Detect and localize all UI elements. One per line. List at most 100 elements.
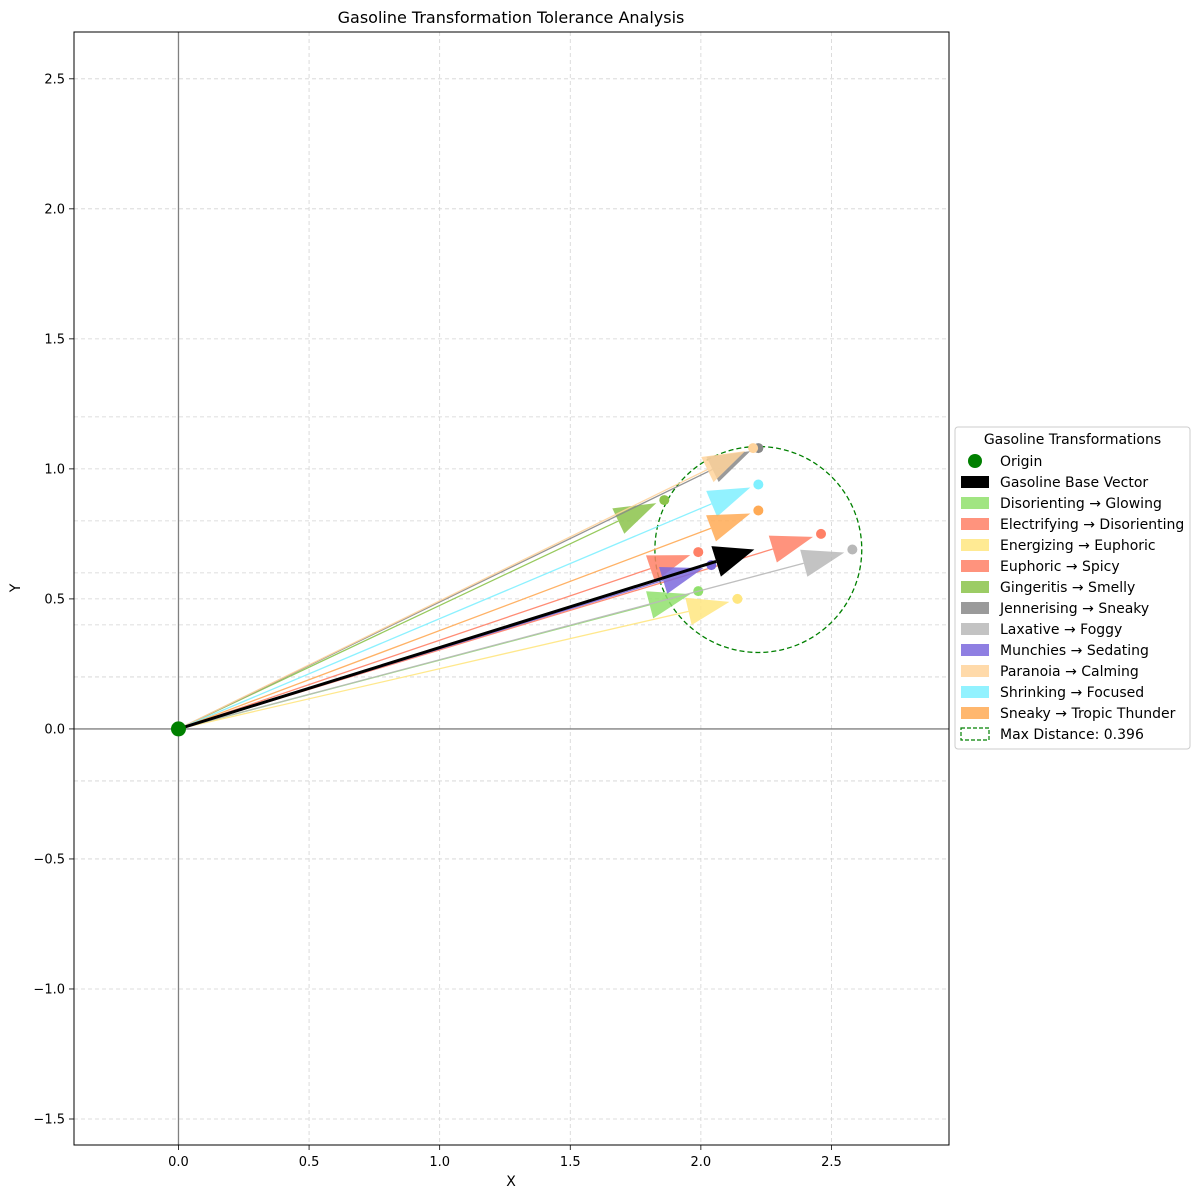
legend-entry-9: Laxative → Foggy (961, 622, 1122, 638)
legend-entry-11-label: Paranoia → Calming (1000, 664, 1139, 680)
origin-point (170, 721, 186, 737)
transformation-1-arrow-head (646, 591, 691, 619)
transformation-10-endpoint (753, 479, 764, 490)
legend-entry-10-label: Munchies → Sedating (1000, 643, 1149, 659)
legend-entry-5-swatch (961, 539, 989, 551)
legend: Gasoline Transformations Origin Gasoline B… (954, 426, 1191, 750)
transformation-11-endpoint (753, 505, 764, 516)
y-axis-label: Y (8, 583, 24, 593)
legend-entry-12-swatch (961, 686, 989, 698)
legend-entry-13-label: Sneaky → Tropic Thunder (1000, 706, 1176, 722)
legend-entry-13-swatch (961, 707, 989, 719)
y-tick-label: 1.0 (44, 462, 65, 477)
x-axis-label: X (506, 1174, 516, 1190)
legend-box (954, 426, 1191, 750)
transformation-10-arrow (178, 487, 751, 730)
legend-entry-14-swatch (960, 727, 990, 741)
transformation-11-arrow (178, 513, 751, 730)
chart-title: Gasoline Transformation Tolerance Analys… (338, 8, 685, 27)
transformation-2-arrow-head (768, 535, 814, 563)
legend-title: Gasoline Transformations (984, 432, 1161, 448)
legend-entry-1: Origin (968, 454, 1042, 470)
y-tick-label: −1.0 (33, 982, 65, 997)
legend-entry-6-label: Euphoric → Spicy (1000, 559, 1120, 575)
legend-entry-6-swatch (961, 560, 989, 572)
transformation-9-endpoint (748, 443, 759, 454)
legend-entry-7: Gingeritis → Smelly (961, 580, 1135, 596)
transformation-7-arrow-head (800, 549, 845, 577)
y-tick-label: 0.5 (44, 592, 65, 607)
legend-entry-10: Munchies → Sedating (961, 643, 1149, 659)
legend-entry-3: Disorienting → Glowing (961, 496, 1162, 512)
transformation-11-arrow-head (706, 513, 751, 542)
legend-entry-14-label: Max Distance: 0.396 (1000, 727, 1144, 743)
y-tick-label: 2.0 (44, 202, 65, 217)
legend-entry-13: Sneaky → Tropic Thunder (961, 706, 1176, 722)
zero-axes (74, 32, 949, 1145)
transformation-7-arrow (178, 549, 845, 730)
legend-entry-7-label: Gingeritis → Smelly (1000, 580, 1135, 596)
y-tick-label: −0.5 (33, 852, 65, 867)
transformation-3-arrow-shaft (178, 610, 689, 730)
transformation-4-endpoint (693, 547, 704, 558)
legend-entry-4-label: Electrifying → Disorienting (1000, 517, 1184, 533)
legend-entry-5: Energizing → Euphoric (961, 538, 1156, 554)
legend-entry-9-label: Laxative → Foggy (1000, 622, 1122, 638)
legend-entry-12: Shrinking → Focused (961, 685, 1144, 701)
legend-entry-11-swatch (961, 665, 989, 677)
transformation-9-arrow (178, 451, 746, 730)
axis-ticks: 0.0 0.5 1.0 1.5 2.0 2.5 −1.5 −1.0 −0.5 0.0 0.5 1.0 1… (33, 72, 841, 1170)
base-vector-arrow-head (711, 546, 755, 577)
transformation-9-arrow-shaft (178, 468, 708, 730)
transformation-8-arrow-head (659, 567, 704, 594)
transformation-10-arrow-head (706, 487, 751, 517)
transformation-11-arrow-shaft (178, 527, 712, 730)
transformation-7-arrow-shaft (178, 562, 804, 730)
x-tick-label: 0.0 (168, 1155, 189, 1170)
x-tick-label: 1.5 (560, 1155, 581, 1170)
legend-entry-12-label: Shrinking → Focused (1000, 685, 1144, 701)
transformation-7-endpoint (847, 544, 858, 555)
legend-entry-2-swatch (961, 476, 989, 488)
legend-entry-8: Jennerising → Sneaky (961, 601, 1149, 617)
legend-entry-5-label: Energizing → Euphoric (1000, 538, 1156, 554)
base-vector-arrow (178, 546, 755, 731)
transformation-3-arrow-head (685, 597, 730, 625)
plot-area (170, 443, 863, 737)
x-tick-label: 0.5 (299, 1155, 320, 1170)
transformation-5-endpoint (659, 495, 670, 506)
transformation-10-arrow-shaft (178, 503, 712, 730)
legend-entry-2: Gasoline Base Vector (961, 475, 1148, 491)
legend-entry-14: Max Distance: 0.396 (960, 727, 1144, 743)
legend-entry-4-swatch (961, 518, 989, 530)
legend-entry-1-marker (968, 454, 982, 468)
legend-entry-7-swatch (961, 581, 989, 593)
y-tick-label: −1.5 (33, 1112, 65, 1127)
legend-entry-9-swatch (961, 623, 989, 635)
x-tick-label: 1.0 (429, 1155, 450, 1170)
legend-entry-2-label: Gasoline Base Vector (1000, 475, 1148, 491)
transformation-4-arrow-shaft (178, 567, 651, 730)
legend-entry-8-swatch (961, 602, 989, 614)
transformation-2-endpoint (816, 528, 827, 539)
y-tick-label: 2.5 (44, 72, 65, 87)
x-tick-label: 2.0 (691, 1155, 712, 1170)
legend-entry-11: Paranoia → Calming (961, 664, 1139, 680)
legend-entry-3-swatch (961, 497, 989, 509)
legend-entry-10-swatch (961, 644, 989, 656)
transformation-3-endpoint (732, 593, 743, 604)
legend-entry-4: Electrifying → Disorienting (961, 517, 1184, 533)
y-tick-label: 0.0 (44, 722, 65, 737)
y-tick-label: 1.5 (44, 332, 65, 347)
base-vector-arrow-shaft (178, 559, 717, 731)
legend-entry-8-label: Jennerising → Sneaky (999, 601, 1149, 617)
transformation-3-arrow (178, 597, 730, 730)
legend-entry-3-label: Disorienting → Glowing (1000, 496, 1162, 512)
plot-frame (73, 31, 950, 1146)
legend-entry-1-label: Origin (1000, 454, 1042, 470)
transformation-9-arrow-head (701, 451, 746, 483)
legend-entry-6: Euphoric → Spicy (961, 559, 1120, 575)
transformation-5-arrow-shaft (178, 520, 619, 730)
x-tick-label: 2.5 (821, 1155, 842, 1170)
